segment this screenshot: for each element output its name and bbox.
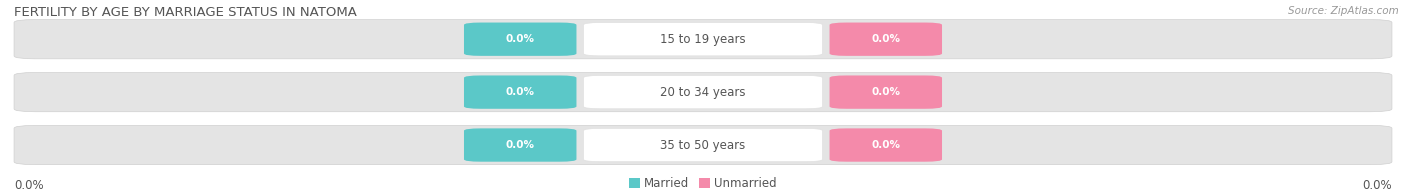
FancyBboxPatch shape [464, 75, 576, 109]
FancyBboxPatch shape [14, 73, 1392, 112]
FancyBboxPatch shape [464, 23, 576, 56]
Text: 0.0%: 0.0% [506, 140, 534, 150]
Text: 0.0%: 0.0% [506, 87, 534, 97]
FancyBboxPatch shape [583, 128, 823, 162]
Text: 0.0%: 0.0% [872, 140, 900, 150]
Text: 20 to 34 years: 20 to 34 years [661, 86, 745, 99]
FancyBboxPatch shape [830, 128, 942, 162]
FancyBboxPatch shape [14, 20, 1392, 59]
Text: 0.0%: 0.0% [506, 34, 534, 44]
FancyBboxPatch shape [583, 23, 823, 56]
Text: FERTILITY BY AGE BY MARRIAGE STATUS IN NATOMA: FERTILITY BY AGE BY MARRIAGE STATUS IN N… [14, 6, 357, 19]
Text: 0.0%: 0.0% [14, 179, 44, 192]
FancyBboxPatch shape [14, 125, 1392, 165]
Legend: Married, Unmarried: Married, Unmarried [628, 177, 778, 190]
Text: 35 to 50 years: 35 to 50 years [661, 139, 745, 152]
Text: 0.0%: 0.0% [1362, 179, 1392, 192]
FancyBboxPatch shape [830, 23, 942, 56]
Text: Source: ZipAtlas.com: Source: ZipAtlas.com [1288, 6, 1399, 16]
Text: 15 to 19 years: 15 to 19 years [661, 33, 745, 46]
Text: 0.0%: 0.0% [872, 34, 900, 44]
FancyBboxPatch shape [830, 75, 942, 109]
Text: 0.0%: 0.0% [872, 87, 900, 97]
FancyBboxPatch shape [464, 128, 576, 162]
FancyBboxPatch shape [583, 75, 823, 109]
